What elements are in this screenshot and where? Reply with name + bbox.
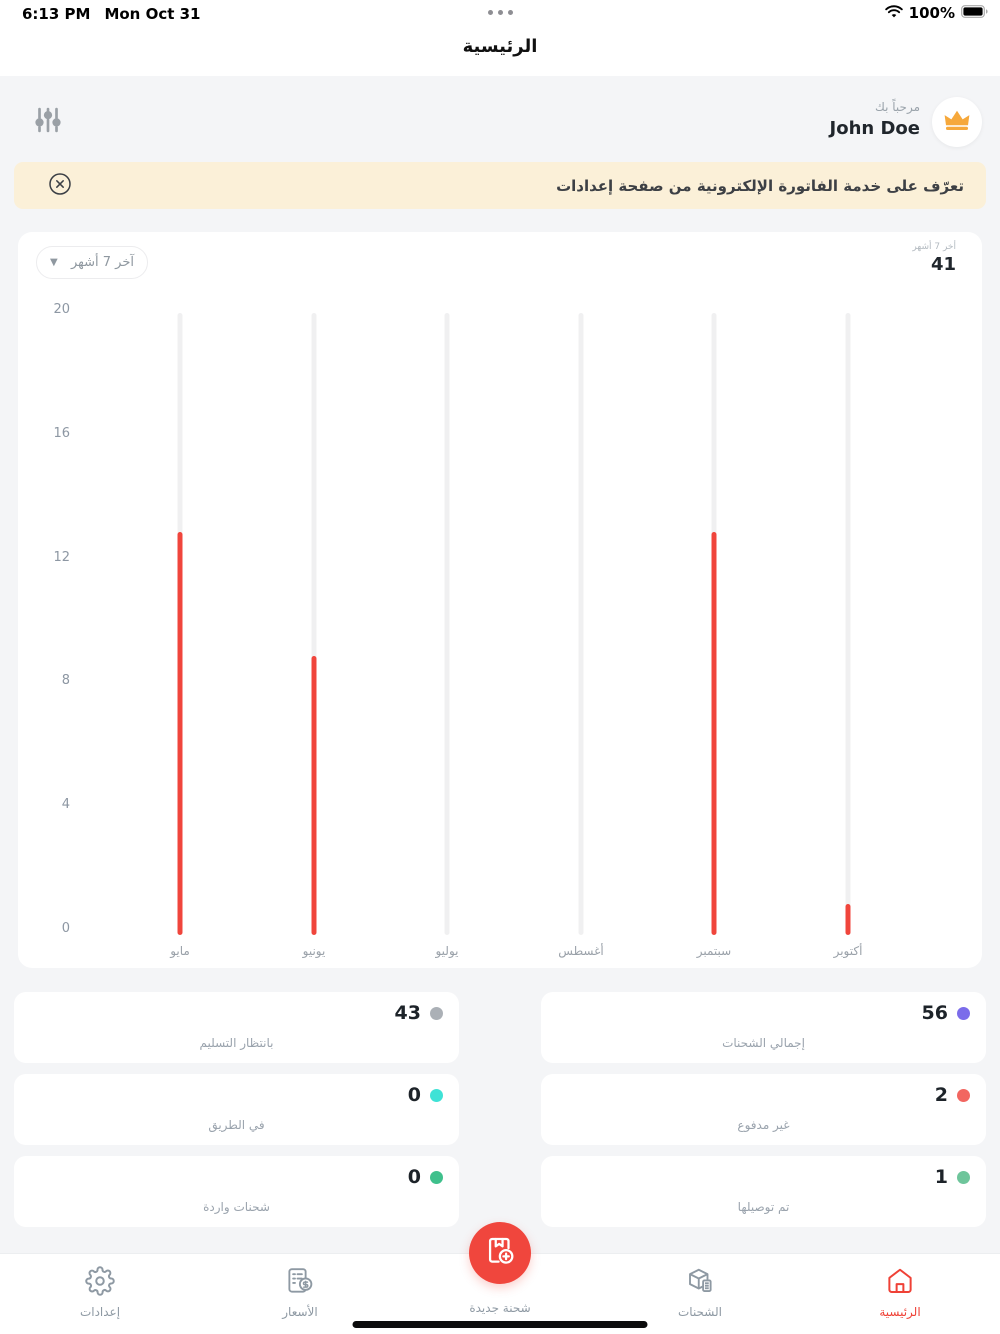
battery-percent: 100% [908, 4, 955, 22]
top-white-zone: 6:13 PM Mon Oct 31 100% الرئيسية [0, 0, 1000, 76]
stat-card[interactable]: 56 إجمالي الشحنات [541, 992, 986, 1063]
home-indicator[interactable] [352, 1321, 648, 1328]
chevron-down-icon: ▼ [50, 257, 58, 268]
stat-top: 43 [395, 1002, 443, 1024]
stat-top: 56 [922, 1002, 970, 1024]
stat-card[interactable]: 0 في الطريق [14, 1074, 459, 1145]
x-axis-label: سبتمبر [696, 944, 732, 958]
shipments-chart-card: ▼ آخر 7 أشهر أخر 7 أشهر 41 20 16 12 8 4 0 مايو… [18, 232, 982, 968]
stat-value: 2 [934, 1084, 948, 1106]
bar-track [311, 313, 317, 935]
stat-card[interactable]: 1 تم توصيلها [541, 1156, 986, 1227]
bar-fill [177, 532, 183, 935]
status-dot-icon [430, 1006, 443, 1020]
x-axis-label: يوليو [435, 944, 459, 958]
bar-fill [311, 656, 317, 935]
close-circle-icon [48, 172, 72, 200]
chart-summary-label: أخر 7 أشهر [912, 242, 956, 252]
stat-top: 1 [935, 1166, 970, 1188]
status-dot-icon [430, 1170, 443, 1184]
battery-icon [961, 4, 988, 22]
tab-label: الرئيسية [879, 1305, 921, 1319]
stat-label: شحنات واردة [203, 1200, 270, 1214]
tab-item-0[interactable]: إعدادات [0, 1254, 200, 1334]
y-axis-tick: 20 [53, 302, 70, 317]
x-axis-label: أغسطس [558, 944, 604, 958]
bar-track [578, 313, 584, 935]
y-axis-tick: 0 [61, 921, 70, 936]
tab-bar: إعدادات الأسعار شحنة جديدة الشحنات الرئيسية [0, 1222, 1000, 1334]
y-axis-tick: 4 [61, 797, 70, 813]
months-filter-dropdown[interactable]: ▼ آخر 7 أشهر [36, 246, 148, 279]
x-axis-label: يونيو [302, 944, 326, 958]
stat-label: بانتظار التسليم [199, 1036, 274, 1050]
stat-label: غير مدفوع [737, 1118, 790, 1132]
chart-summary-value: 41 [930, 254, 956, 275]
chart-plot: 20 16 12 8 4 0 مايو يونيو يوليو أغسطس سبتمبر أكتوبر [18, 232, 982, 968]
stat-card[interactable]: 0 شحنات واردة [14, 1156, 459, 1227]
status-dot-icon [430, 1088, 443, 1102]
greeting-text: مرحباً بك [874, 100, 920, 114]
stat-label: تم توصيلها [737, 1200, 790, 1214]
tab-label: إعدادات [79, 1305, 121, 1319]
tab-label: الشحنات [677, 1305, 722, 1319]
fab-new-shipment-button[interactable]: شحنة جديدة [400, 1222, 600, 1334]
stat-top: 0 [408, 1166, 443, 1188]
stat-value: 43 [394, 1002, 421, 1024]
price-list-icon [285, 1266, 315, 1300]
avatar[interactable] [932, 97, 982, 147]
stat-top: 0 [408, 1084, 443, 1106]
stat-value: 0 [407, 1166, 421, 1188]
stats-grid: 56 إجمالي الشحنات 43 بانتظار التسليم 2 غير مد… [14, 992, 986, 1227]
tab-item-4[interactable]: الرئيسية [800, 1254, 1000, 1334]
y-axis-tick: 16 [53, 425, 70, 441]
home-icon [885, 1266, 915, 1300]
stat-value: 1 [934, 1166, 948, 1188]
multitask-dots-icon [0, 10, 1000, 15]
welcome-block: مرحباً بك John Doe [830, 100, 920, 139]
status-bar: 6:13 PM Mon Oct 31 100% [0, 0, 1000, 28]
stat-label: في الطريق [208, 1118, 265, 1132]
x-axis-label: مايو [170, 944, 190, 958]
shipments-box-icon [685, 1266, 715, 1300]
chart-summary: أخر 7 أشهر 41 [912, 242, 956, 275]
notice-banner-text: تعرّف على خدمة الفاتورة الإلكترونية من ص… [556, 176, 964, 195]
bar-fill [845, 904, 851, 935]
stat-card[interactable]: 2 غير مدفوع [541, 1074, 986, 1145]
stat-top: 2 [935, 1084, 970, 1106]
tab-item-3[interactable]: الشحنات [600, 1254, 800, 1334]
bar-fill [711, 532, 717, 935]
banner-close-button[interactable] [48, 172, 72, 200]
months-filter-label: آخر 7 أشهر [70, 255, 134, 270]
page-title: الرئيسية [462, 36, 538, 57]
bar-track [845, 313, 851, 935]
x-axis-label: أكتوبر [833, 944, 863, 958]
stat-card[interactable]: 43 بانتظار التسليم [14, 992, 459, 1063]
y-axis-tick: 8 [61, 673, 70, 689]
filter-button[interactable] [28, 102, 68, 142]
tab-item-1[interactable]: الأسعار [200, 1254, 400, 1334]
username-text: John Doe [829, 118, 920, 139]
stat-value: 56 [921, 1002, 948, 1024]
page-header: مرحباً بك John Doe [0, 90, 1000, 156]
tab-label: الأسعار [282, 1305, 318, 1319]
new-shipment-icon [483, 1234, 517, 1272]
y-axis-tick: 12 [53, 549, 70, 565]
gear-icon [85, 1266, 115, 1300]
notice-banner: تعرّف على خدمة الفاتورة الإلكترونية من ص… [14, 162, 986, 209]
stat-value: 0 [407, 1084, 421, 1106]
stat-label: إجمالي الشحنات [722, 1036, 805, 1050]
bar-track [444, 313, 450, 935]
wifi-icon [884, 4, 903, 22]
tab-label: شحنة جديدة [469, 1301, 531, 1315]
status-date: Mon Oct 31 [104, 5, 201, 23]
status-dot-icon [957, 1088, 970, 1102]
crown-icon [942, 105, 972, 139]
sliders-icon [31, 103, 65, 141]
status-dot-icon [957, 1170, 970, 1184]
fab-circle[interactable] [469, 1222, 531, 1284]
status-dot-icon [957, 1006, 970, 1020]
status-time: 6:13 PM [22, 5, 91, 23]
